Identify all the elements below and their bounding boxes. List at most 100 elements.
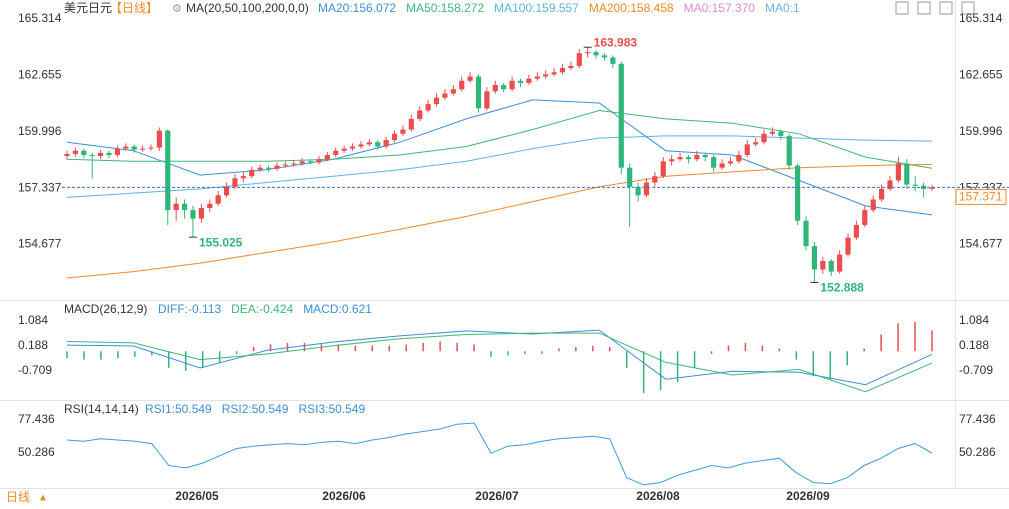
y-tick-label: 162.655 [18,68,62,82]
candle-body [265,167,272,169]
last-price-box [955,188,1007,205]
candle-body [181,203,188,211]
tool-icon[interactable] [895,1,909,15]
legend-label: RSI1:50.549 [145,402,212,416]
y-tick-label: -0.709 [18,363,52,377]
legend-label: DIFF:-0.113 [158,302,221,316]
candle-body [400,129,406,134]
y-tick-label: 50.286 [959,445,996,459]
indicator-line [66,422,933,486]
candle-body [769,131,776,134]
y-tick-label: 0.188 [959,338,989,352]
tool-icon[interactable] [939,1,953,15]
indicator-line [66,99,933,216]
candle-body [307,161,314,163]
candle-body [643,182,650,196]
candle-body [72,150,78,154]
indicator-line [66,109,933,169]
ma-title: MA(20,50,100,200,0,0) [186,1,309,15]
y-tick-label: 1.084 [959,313,989,327]
y-tick-label: 1.084 [18,313,48,327]
candle-body [685,157,692,160]
y-tick-label: 154.677 [18,237,62,251]
candle-body [408,118,414,130]
x-tick-label: 2026/06 [322,489,366,503]
candle-body [198,207,204,219]
candle-body [837,254,843,272]
tool-icon[interactable] [917,1,931,15]
legend-label: MA20:156.072 [318,1,396,15]
candle-body [358,144,364,147]
candle-body [148,147,154,149]
candle-body [123,146,129,149]
candle-body [425,104,431,111]
candle-body [635,186,641,196]
legend-label: MA200:158.458 [589,1,674,15]
candle-body [895,163,902,181]
candle-body [223,186,230,196]
candle-body [736,154,742,162]
candle-body [820,260,826,270]
candle-body [727,161,734,164]
candle-body [753,142,759,145]
candle-body [526,78,532,83]
candle-body [64,153,70,157]
candle-body [845,237,851,255]
x-tick-label: 2026/07 [475,489,519,503]
candle-body [131,146,137,150]
candle-body [559,68,566,73]
candle-body [803,220,809,247]
legend-label: RSI3:50.549 [298,402,365,416]
period-switch[interactable]: 日线 [6,490,30,504]
period-arrow[interactable]: ▲ [38,493,48,504]
candle-body [475,76,482,109]
candle-body [862,210,868,225]
candle-body [711,157,717,168]
candle-body [341,148,347,151]
legend-label: MA50:158.272 [406,1,484,15]
candle-body [274,165,280,169]
candle-body [534,76,540,79]
candle-body [543,74,549,77]
tool-icon[interactable] [961,1,975,15]
indicator-line [66,163,933,279]
candle-body [316,159,322,163]
candle-body [375,142,381,147]
y-tick-label: 77.436 [18,412,55,426]
y-tick-label: 162.655 [959,68,1003,82]
candle-body [509,80,515,90]
candle-body [81,150,87,155]
candle-body [786,135,792,166]
candle-body [139,148,146,150]
candle-body [694,154,700,160]
candle-body [811,246,818,270]
candle-body [719,163,725,168]
settings-icon[interactable]: ⚙ [172,3,182,15]
candle-body [173,203,179,211]
x-tick-label: 2026/05 [175,489,219,503]
y-tick-label: 0.188 [18,338,48,352]
indicator-line [66,332,933,393]
candle-body [610,57,616,64]
y-tick-label: -0.709 [959,363,993,377]
panel-title: RSI(14,14,14) [64,402,139,416]
candle-body [652,176,658,183]
y-tick-label: 159.996 [959,124,1003,138]
candle-body [870,199,876,211]
legend-label: MA0:1 [765,1,800,15]
y-tick-label: 77.436 [959,412,996,426]
candle-body [282,164,288,166]
candle-body [744,144,750,155]
candle-body [156,130,162,148]
candle-body [391,133,398,141]
candle-body [215,195,221,204]
candle-body [853,224,860,238]
candle-body [114,148,120,155]
last-price-label: 157.371 [959,190,1003,204]
x-tick-label: 2026/09 [786,489,830,503]
candle-body [349,146,356,149]
candle-body [232,178,238,187]
candle-body [904,163,910,185]
candle-body [484,91,490,109]
y-tick-label: 157.337 [18,180,62,194]
